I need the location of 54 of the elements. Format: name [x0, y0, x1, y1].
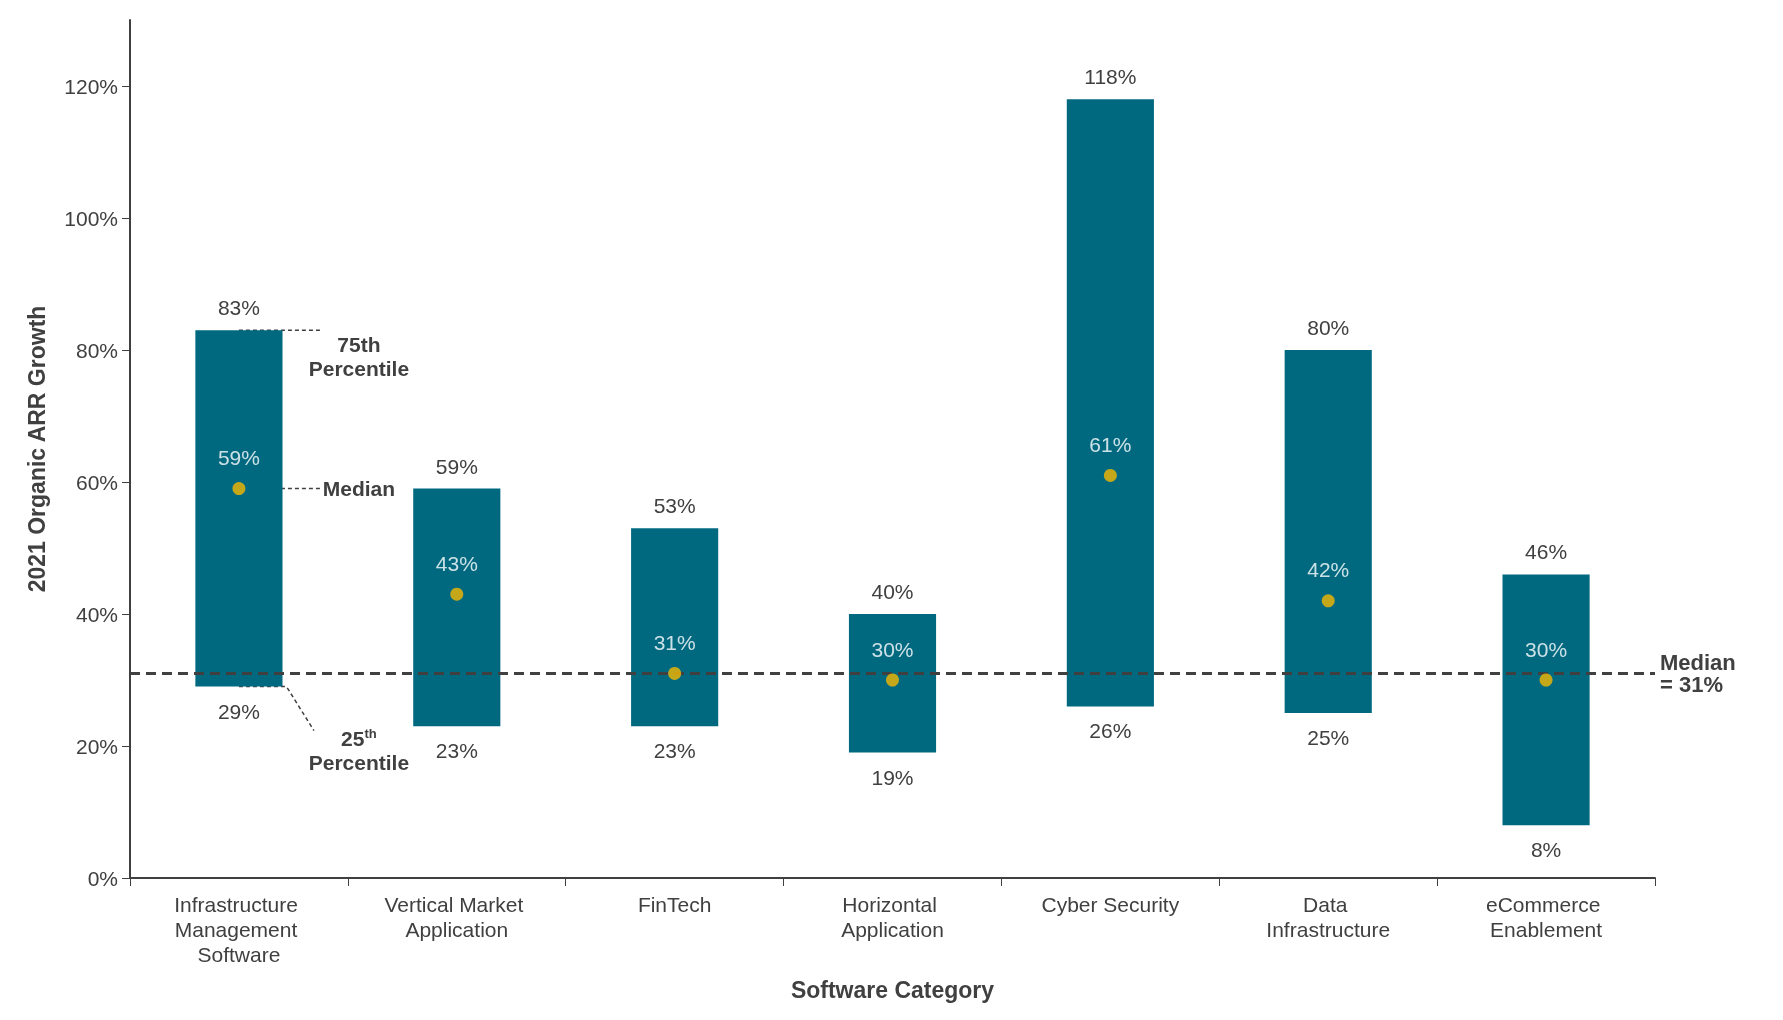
data-label: 31% [653, 630, 696, 654]
y-tick-label: 20% [75, 734, 118, 758]
annotation: 29% [217, 699, 260, 723]
point [1103, 468, 1117, 482]
bar [848, 614, 937, 753]
annotation: 83% [217, 296, 260, 320]
x-axis-title: Software Category [790, 976, 995, 1003]
x-tick-label: Horizontal Application [841, 893, 944, 941]
point [886, 673, 899, 687]
annotation: 23% [653, 739, 696, 763]
bar [1284, 350, 1372, 713]
bar [413, 488, 501, 727]
bar [195, 330, 283, 687]
annotation: 19% [871, 765, 914, 789]
annotation: 46% [1525, 540, 1568, 564]
y-tick-label: 100% [64, 206, 118, 230]
bar [631, 528, 719, 727]
annotation: 59% [435, 454, 478, 478]
y-tick-label: 120% [64, 74, 118, 98]
bar [1502, 574, 1590, 826]
annotation: 40% [871, 580, 914, 603]
annotation: 53% [653, 494, 696, 518]
y-tick-label: 60% [75, 470, 118, 494]
annotation: 23% [435, 739, 478, 763]
point [1321, 594, 1335, 608]
annotation: 25% [1307, 726, 1350, 749]
point [668, 666, 682, 680]
point [1539, 673, 1553, 687]
annotation: 26% [1089, 719, 1132, 743]
y-tick-label: 40% [75, 602, 118, 626]
data-label: 43% [435, 551, 478, 575]
x-tick-label: FinTech [637, 893, 712, 916]
x-tick-label: eCommerce Enablement [1485, 893, 1607, 941]
annotation: Median [322, 477, 396, 501]
x-tick-label: Data Infrastructure [1266, 893, 1391, 941]
data-label: 30% [871, 637, 914, 661]
annotation: 8% [1530, 838, 1562, 862]
x-tick-label: Vertical Market Application [384, 893, 530, 941]
data-label: 42% [1307, 558, 1350, 582]
ref-line-label: Median = 31% [1660, 649, 1742, 697]
x-tick-label: Infrastructure Management Software [174, 893, 304, 966]
annotation: 118% [1084, 65, 1137, 89]
point [450, 587, 464, 601]
y-axis-title: 2021 Organic ARR Growth [23, 305, 50, 593]
y-tick-label: 80% [75, 338, 118, 362]
y-tick-label: 0% [87, 866, 118, 890]
x-tick-label: Cyber Security [1041, 893, 1180, 916]
point [232, 482, 246, 496]
bar [1066, 99, 1154, 707]
data-label: 59% [217, 446, 260, 470]
data-label: 30% [1525, 637, 1568, 661]
annotation: 80% [1307, 316, 1350, 339]
data-label: 61% [1089, 432, 1132, 456]
annotation: 75th Percentile [308, 332, 410, 380]
